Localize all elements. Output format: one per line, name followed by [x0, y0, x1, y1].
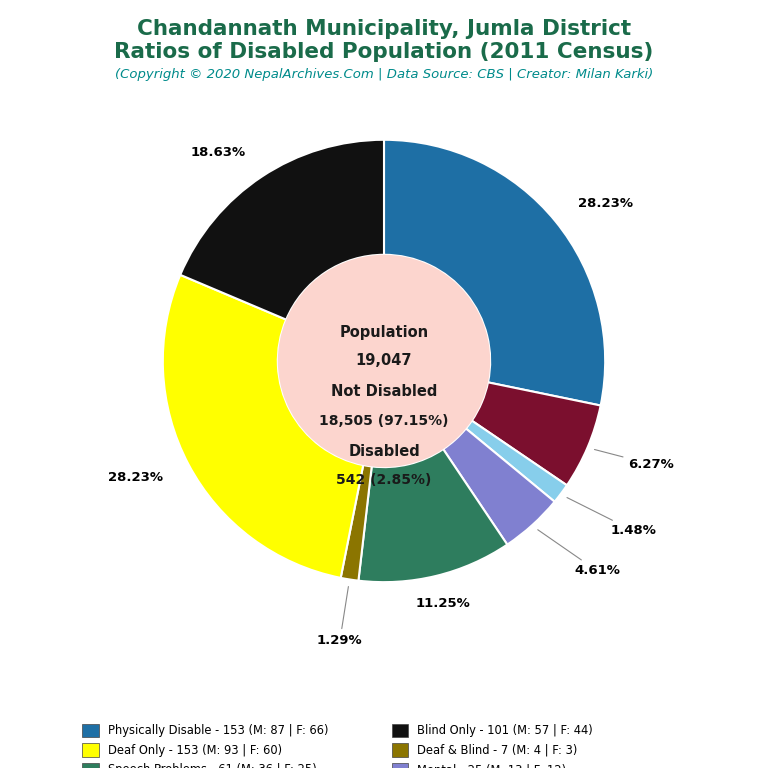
Text: Chandannath Municipality, Jumla District: Chandannath Municipality, Jumla District: [137, 19, 631, 39]
Wedge shape: [472, 382, 601, 485]
Text: 18,505 (97.15%): 18,505 (97.15%): [319, 414, 449, 428]
Text: Disabled: Disabled: [348, 444, 420, 459]
Wedge shape: [359, 449, 508, 582]
Text: Not Disabled: Not Disabled: [331, 385, 437, 399]
Wedge shape: [443, 429, 554, 545]
Circle shape: [278, 255, 490, 467]
Wedge shape: [341, 465, 372, 581]
Text: 1.48%: 1.48%: [567, 498, 657, 538]
Legend: Blind Only - 101 (M: 57 | F: 44), Deaf & Blind - 7 (M: 4 | F: 3), Mental - 25 (M: Blind Only - 101 (M: 57 | F: 44), Deaf &…: [390, 722, 642, 768]
Wedge shape: [180, 140, 384, 319]
Text: 6.27%: 6.27%: [594, 449, 674, 471]
Text: 28.23%: 28.23%: [108, 472, 163, 485]
Text: 4.61%: 4.61%: [538, 530, 620, 578]
Text: 19,047: 19,047: [356, 353, 412, 369]
Text: 542 (2.85%): 542 (2.85%): [336, 473, 432, 488]
Wedge shape: [384, 140, 605, 406]
Text: Ratios of Disabled Population (2011 Census): Ratios of Disabled Population (2011 Cens…: [114, 42, 654, 62]
Text: 11.25%: 11.25%: [415, 598, 470, 611]
Text: 18.63%: 18.63%: [190, 146, 246, 159]
Wedge shape: [163, 275, 363, 578]
Text: (Copyright © 2020 NepalArchives.Com | Data Source: CBS | Creator: Milan Karki): (Copyright © 2020 NepalArchives.Com | Da…: [115, 68, 653, 81]
Text: 1.29%: 1.29%: [317, 587, 362, 647]
Text: 28.23%: 28.23%: [578, 197, 633, 210]
Wedge shape: [466, 421, 567, 502]
Text: Population: Population: [339, 325, 429, 339]
